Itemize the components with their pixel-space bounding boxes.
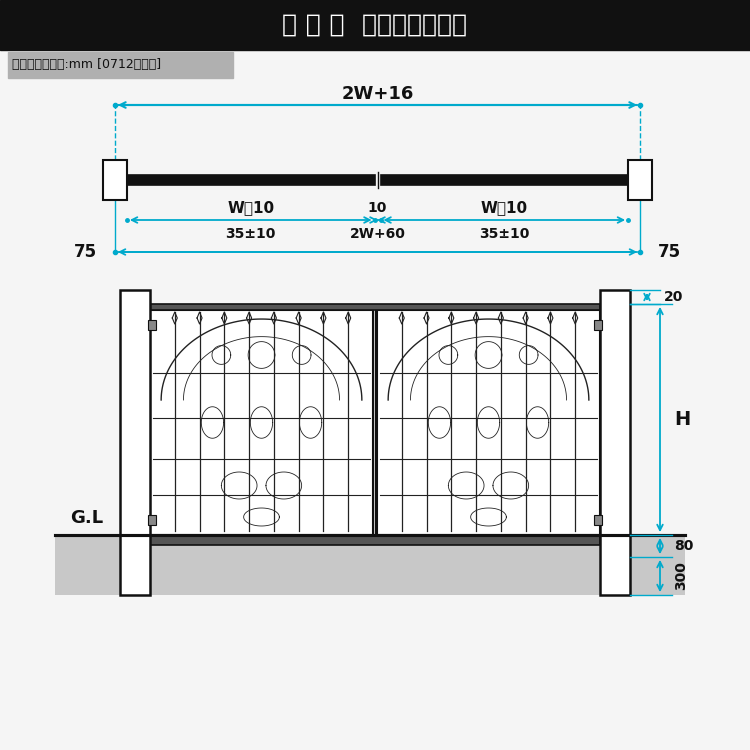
Bar xyxy=(148,320,156,330)
Text: 300: 300 xyxy=(674,562,688,590)
Bar xyxy=(150,310,373,535)
Text: W－10: W－10 xyxy=(227,200,274,215)
Text: 2W+16: 2W+16 xyxy=(341,85,414,103)
Text: 75: 75 xyxy=(658,243,681,261)
Bar xyxy=(103,160,127,200)
Text: 35±10: 35±10 xyxy=(226,227,276,241)
Bar xyxy=(628,160,652,200)
Text: 75: 75 xyxy=(74,243,97,261)
Bar xyxy=(594,515,602,525)
Bar xyxy=(120,290,150,595)
Bar xyxy=(150,304,600,310)
Text: G.L: G.L xyxy=(70,509,103,527)
Text: 80: 80 xyxy=(674,539,693,553)
Bar xyxy=(594,320,602,330)
Bar xyxy=(600,290,630,595)
Bar xyxy=(377,310,600,535)
Text: H: H xyxy=(674,410,690,429)
Bar xyxy=(150,535,600,545)
Text: 35±10: 35±10 xyxy=(479,227,530,241)
Text: 10: 10 xyxy=(368,201,387,215)
Bar xyxy=(8,52,233,78)
Bar xyxy=(0,0,750,50)
Bar xyxy=(55,535,685,595)
Bar xyxy=(127,175,374,185)
Text: 寸 法 図  （単位：ｍｍ）: 寸 法 図 （単位：ｍｍ） xyxy=(283,13,467,37)
Bar xyxy=(148,515,156,525)
Text: 2W+60: 2W+60 xyxy=(350,227,406,241)
Text: 納まり図　単位:mm [0712の場合]: 納まり図 単位:mm [0712の場合] xyxy=(12,58,161,71)
Text: W－10: W－10 xyxy=(481,200,528,215)
Bar xyxy=(380,175,628,185)
Text: 20: 20 xyxy=(664,290,683,304)
